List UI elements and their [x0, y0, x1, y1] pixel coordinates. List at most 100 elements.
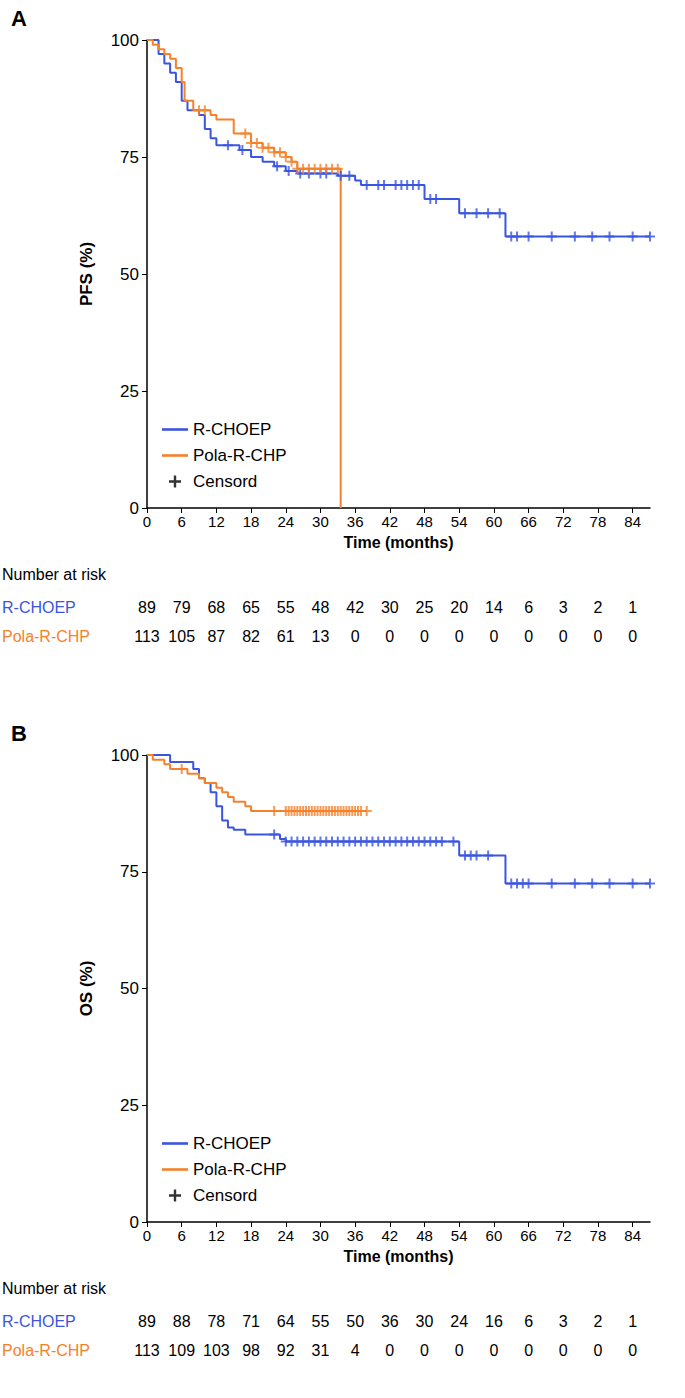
svg-text:78: 78 — [590, 513, 607, 530]
svg-text:30: 30 — [312, 1227, 329, 1244]
svg-text:68: 68 — [207, 599, 225, 616]
svg-text:Censord: Censord — [193, 472, 257, 491]
svg-text:24: 24 — [277, 1227, 294, 1244]
svg-text:0: 0 — [628, 1342, 637, 1359]
svg-text:113: 113 — [134, 1342, 160, 1359]
svg-text:0: 0 — [489, 628, 498, 645]
svg-text:71: 71 — [242, 1313, 260, 1330]
svg-text:25: 25 — [120, 1096, 139, 1115]
svg-text:0: 0 — [455, 628, 464, 645]
svg-text:3: 3 — [559, 599, 568, 616]
svg-text:36: 36 — [381, 1313, 399, 1330]
svg-text:1: 1 — [628, 1313, 637, 1330]
svg-text:79: 79 — [173, 599, 191, 616]
svg-text:54: 54 — [451, 513, 468, 530]
svg-text:OS (%): OS (%) — [77, 961, 96, 1017]
svg-text:50: 50 — [346, 1313, 364, 1330]
svg-text:89: 89 — [138, 1313, 156, 1330]
svg-text:4: 4 — [351, 1342, 360, 1359]
svg-text:50: 50 — [120, 265, 139, 284]
svg-text:98: 98 — [242, 1342, 260, 1359]
svg-text:0: 0 — [594, 628, 603, 645]
svg-text:55: 55 — [312, 1313, 330, 1330]
svg-text:48: 48 — [312, 599, 330, 616]
svg-text:60: 60 — [486, 1227, 503, 1244]
svg-text:30: 30 — [416, 1313, 434, 1330]
svg-text:18: 18 — [243, 513, 260, 530]
svg-text:0: 0 — [559, 628, 568, 645]
svg-text:14: 14 — [485, 599, 503, 616]
svg-text:2: 2 — [594, 1313, 603, 1330]
svg-text:Number at risk: Number at risk — [2, 566, 107, 583]
svg-text:R-CHOEP: R-CHOEP — [2, 599, 76, 616]
svg-text:36: 36 — [347, 513, 364, 530]
svg-text:20: 20 — [450, 599, 468, 616]
svg-text:105: 105 — [168, 628, 195, 645]
svg-text:78: 78 — [207, 1313, 225, 1330]
svg-text:42: 42 — [381, 1227, 398, 1244]
svg-text:12: 12 — [208, 1227, 225, 1244]
svg-text:Time (months): Time (months) — [344, 1248, 454, 1265]
svg-text:0: 0 — [385, 628, 394, 645]
svg-text:0: 0 — [559, 1342, 568, 1359]
svg-text:0: 0 — [351, 628, 360, 645]
svg-text:0: 0 — [524, 628, 533, 645]
svg-text:0: 0 — [455, 1342, 464, 1359]
svg-text:6: 6 — [178, 1227, 186, 1244]
svg-text:Pola-R-CHP: Pola-R-CHP — [2, 1342, 90, 1359]
svg-text:25: 25 — [120, 382, 139, 401]
svg-text:89: 89 — [138, 599, 156, 616]
svg-text:A: A — [11, 6, 27, 31]
svg-text:88: 88 — [173, 1313, 191, 1330]
svg-text:42: 42 — [346, 599, 364, 616]
svg-text:6: 6 — [178, 513, 186, 530]
svg-text:31: 31 — [312, 1342, 330, 1359]
svg-text:103: 103 — [203, 1342, 230, 1359]
svg-text:113: 113 — [134, 628, 160, 645]
svg-text:0: 0 — [143, 1227, 151, 1244]
svg-text:Pola-R-CHP: Pola-R-CHP — [193, 446, 287, 465]
svg-text:6: 6 — [524, 1313, 533, 1330]
svg-text:0: 0 — [489, 1342, 498, 1359]
svg-text:B: B — [11, 721, 27, 746]
svg-text:0: 0 — [385, 1342, 394, 1359]
svg-text:30: 30 — [312, 513, 329, 530]
svg-text:78: 78 — [590, 1227, 607, 1244]
svg-text:84: 84 — [624, 1227, 641, 1244]
svg-text:Pola-R-CHP: Pola-R-CHP — [2, 628, 90, 645]
svg-text:82: 82 — [242, 628, 260, 645]
svg-text:66: 66 — [520, 513, 537, 530]
svg-text:72: 72 — [555, 1227, 572, 1244]
svg-text:Pola-R-CHP: Pola-R-CHP — [193, 1160, 287, 1179]
svg-text:25: 25 — [416, 599, 434, 616]
svg-text:50: 50 — [120, 979, 139, 998]
svg-text:0: 0 — [130, 1213, 139, 1232]
svg-text:0: 0 — [143, 513, 151, 530]
svg-text:0: 0 — [628, 628, 637, 645]
svg-text:18: 18 — [243, 1227, 260, 1244]
svg-text:60: 60 — [486, 513, 503, 530]
svg-text:36: 36 — [347, 1227, 364, 1244]
svg-text:61: 61 — [277, 628, 295, 645]
svg-text:72: 72 — [555, 513, 572, 530]
svg-text:PFS (%): PFS (%) — [77, 242, 96, 306]
svg-text:Number at risk: Number at risk — [2, 1280, 107, 1297]
svg-text:75: 75 — [120, 862, 139, 881]
svg-text:1: 1 — [628, 599, 637, 616]
svg-text:13: 13 — [312, 628, 330, 645]
svg-text:24: 24 — [277, 513, 294, 530]
svg-text:Censord: Censord — [193, 1186, 257, 1205]
svg-text:R-CHOEP: R-CHOEP — [193, 1134, 271, 1153]
svg-text:12: 12 — [208, 513, 225, 530]
svg-text:75: 75 — [120, 148, 139, 167]
svg-text:92: 92 — [277, 1342, 295, 1359]
svg-text:64: 64 — [277, 1313, 295, 1330]
svg-text:30: 30 — [381, 599, 399, 616]
svg-text:0: 0 — [130, 499, 139, 518]
svg-text:54: 54 — [451, 1227, 468, 1244]
svg-text:65: 65 — [242, 599, 260, 616]
svg-text:55: 55 — [277, 599, 295, 616]
svg-text:42: 42 — [381, 513, 398, 530]
svg-text:48: 48 — [416, 1227, 433, 1244]
svg-text:0: 0 — [420, 628, 429, 645]
